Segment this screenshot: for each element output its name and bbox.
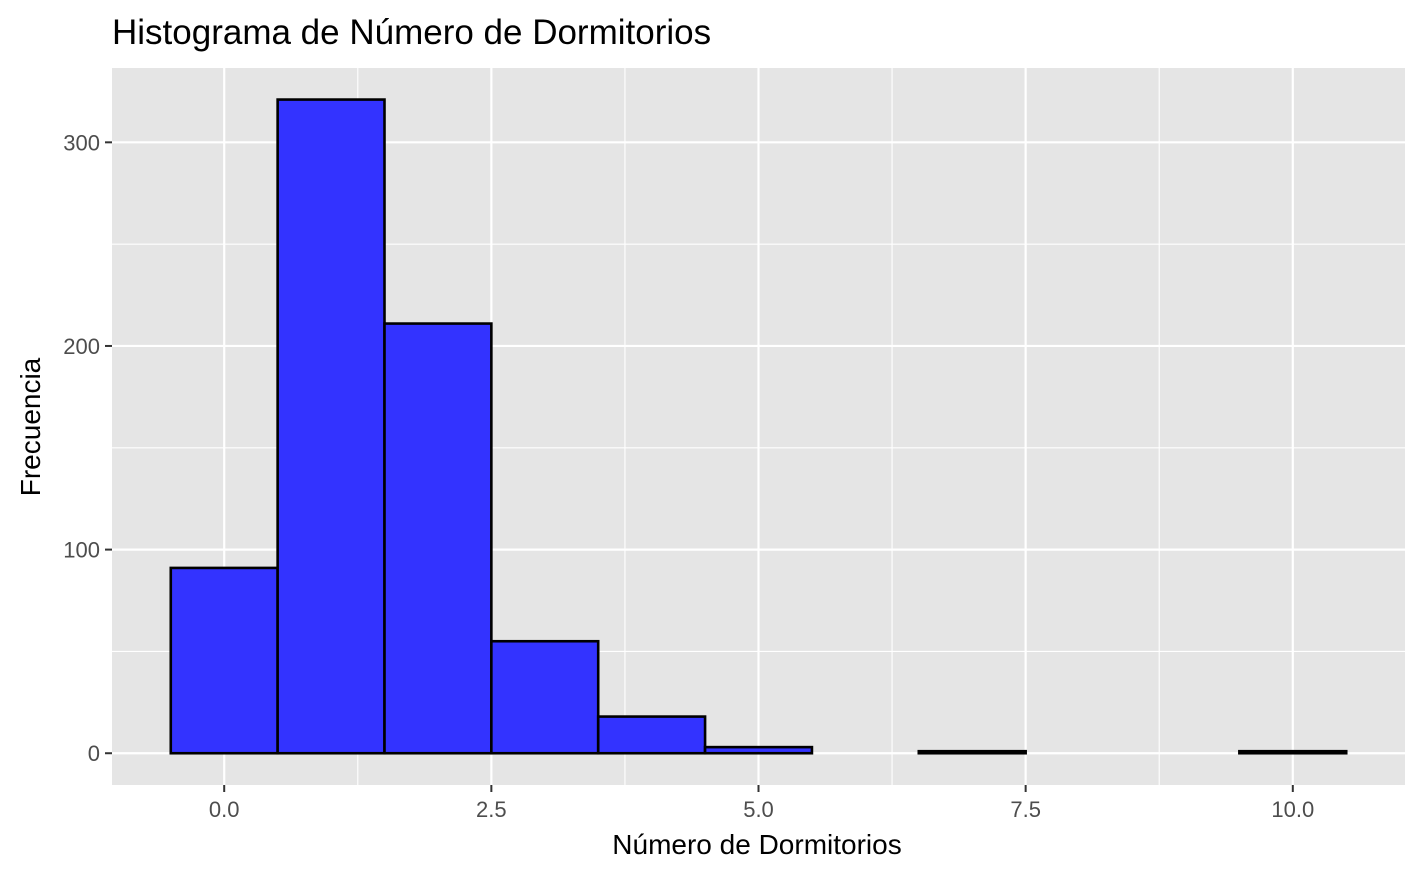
y-tick-label: 300 [63,130,100,155]
bars [169,98,1348,755]
histogram-bar-0 [169,566,279,755]
x-axis-title: Número de Dormitorios [612,829,901,860]
histogram-bar-7 [917,749,1027,755]
x-tick-label: 5.0 [743,797,774,822]
histogram-bar-3 [490,639,600,755]
x-tick-label: 2.5 [476,797,507,822]
x-tick-label: 10.0 [1271,797,1314,822]
histogram-bar-5 [703,745,814,755]
histogram-bar-2 [383,322,493,755]
chart-title: Histograma de Número de Dormitorios [112,13,711,52]
histogram-bar-4 [596,715,707,755]
y-axis: 0 100 200 300 [63,130,112,766]
x-tick-label: 0.0 [209,797,240,822]
y-tick-label: 100 [63,538,100,563]
histogram-bar-10 [1238,749,1348,755]
y-tick-label: 0 [88,741,100,766]
x-tick-label: 7.5 [1010,797,1041,822]
x-axis: 0.0 2.5 5.0 7.5 10.0 [209,785,1314,822]
histogram-bar-1 [276,98,386,755]
y-tick-label: 200 [63,334,100,359]
y-axis-title: Frecuencia [15,357,46,496]
